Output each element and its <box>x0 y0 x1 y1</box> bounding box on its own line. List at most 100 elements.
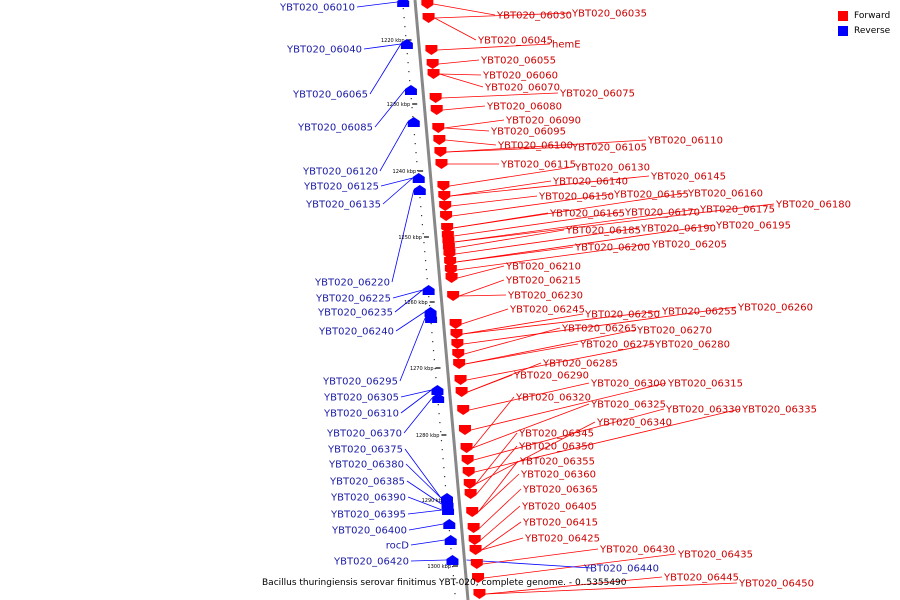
forward-gene-label[interactable]: YBT020_06405 <box>521 502 597 513</box>
reverse-gene-arrow[interactable] <box>441 499 454 509</box>
reverse-gene-label[interactable]: YBT020_06085 <box>297 123 373 134</box>
forward-gene-label[interactable]: YBT020_06255 <box>661 307 737 318</box>
forward-gene-label[interactable]: YBT020_06315 <box>667 379 743 390</box>
reverse-gene-label[interactable]: YBT020_06375 <box>327 445 403 456</box>
reverse-gene-arrow[interactable] <box>407 117 420 127</box>
forward-gene-arrow[interactable] <box>445 273 458 283</box>
reverse-gene-label[interactable]: YBT020_06235 <box>317 308 393 319</box>
forward-gene-label[interactable]: YBT020_06140 <box>552 177 628 188</box>
forward-gene-label[interactable]: YBT020_06340 <box>596 418 672 429</box>
reverse-gene-label[interactable]: YBT020_06125 <box>303 182 379 193</box>
reverse-gene-arrow[interactable] <box>442 505 455 515</box>
forward-gene-arrow[interactable] <box>443 249 456 259</box>
reverse-gene-arrow[interactable] <box>446 555 459 565</box>
reverse-gene-label[interactable]: YBT020_06295 <box>322 377 398 388</box>
forward-gene-label[interactable]: YBT020_06180 <box>775 200 851 211</box>
reverse-gene-label[interactable]: YBT020_06380 <box>328 460 404 471</box>
forward-gene-label[interactable]: YBT020_06100 <box>497 141 573 152</box>
forward-gene-label[interactable]: YBT020_06425 <box>524 534 600 545</box>
forward-gene-label[interactable]: YBT020_06230 <box>507 291 583 302</box>
forward-gene-label[interactable]: YBT020_06110 <box>647 136 723 147</box>
forward-gene-label[interactable]: YBT020_06175 <box>699 205 775 216</box>
forward-gene-label[interactable]: YBT020_06270 <box>636 326 712 337</box>
forward-gene-arrow[interactable] <box>469 545 482 555</box>
reverse-gene-label[interactable]: YBT020_06440 <box>583 564 659 575</box>
reverse-gene-label[interactable]: YBT020_06220 <box>314 278 390 289</box>
forward-gene-label[interactable]: YBT020_06200 <box>574 243 650 254</box>
reverse-gene-arrow[interactable] <box>431 385 444 395</box>
reverse-gene-arrow[interactable] <box>397 0 410 7</box>
forward-gene-arrow[interactable] <box>439 201 452 211</box>
forward-gene-label[interactable]: YBT020_06285 <box>542 359 618 370</box>
reverse-gene-arrow[interactable] <box>422 285 435 295</box>
forward-gene-arrow[interactable] <box>452 349 465 359</box>
forward-gene-label[interactable]: YBT020_06035 <box>571 9 647 20</box>
forward-gene-arrow[interactable] <box>434 147 447 157</box>
reverse-gene-label[interactable]: YBT020_06225 <box>315 294 391 305</box>
forward-gene-label[interactable]: YBT020_06330 <box>665 405 741 416</box>
forward-gene-arrow[interactable] <box>473 589 486 599</box>
forward-gene-label[interactable]: YBT020_06205 <box>651 240 727 251</box>
reverse-gene-label[interactable]: YBT020_06400 <box>331 526 407 537</box>
forward-gene-arrow[interactable] <box>444 265 457 275</box>
forward-gene-arrow[interactable] <box>460 443 473 453</box>
forward-gene-label[interactable]: YBT020_06160 <box>687 189 763 200</box>
forward-gene-arrow[interactable] <box>427 69 440 79</box>
forward-gene-arrow[interactable] <box>433 135 446 145</box>
forward-gene-arrow[interactable] <box>463 479 476 489</box>
forward-gene-arrow[interactable] <box>451 339 464 349</box>
forward-gene-arrow[interactable] <box>467 523 480 533</box>
forward-gene-arrow[interactable] <box>472 573 485 583</box>
reverse-gene-label[interactable]: YBT020_06390 <box>330 493 406 504</box>
forward-gene-arrow[interactable] <box>447 291 460 301</box>
reverse-gene-label[interactable]: YBT020_06310 <box>323 409 399 420</box>
forward-gene-label[interactable]: YBT020_06030 <box>496 11 572 22</box>
reverse-gene-arrow[interactable] <box>424 307 437 317</box>
forward-gene-arrow[interactable] <box>455 387 468 397</box>
reverse-gene-arrow[interactable] <box>412 173 425 183</box>
forward-gene-label[interactable]: YBT020_06435 <box>677 550 753 561</box>
forward-gene-label[interactable]: YBT020_06075 <box>559 89 635 100</box>
reverse-gene-label[interactable]: YBT020_06240 <box>318 327 394 338</box>
reverse-gene-arrow[interactable] <box>440 493 453 503</box>
forward-gene-label[interactable]: YBT020_06055 <box>480 56 556 67</box>
reverse-gene-arrow[interactable] <box>404 85 417 95</box>
forward-gene-label[interactable]: YBT020_06325 <box>590 400 666 411</box>
reverse-gene-label[interactable]: YBT020_06040 <box>286 45 362 56</box>
reverse-gene-label[interactable]: YBT020_06135 <box>305 200 381 211</box>
forward-gene-label[interactable]: YBT020_06415 <box>522 518 598 529</box>
forward-gene-label[interactable]: YBT020_06090 <box>505 116 581 127</box>
forward-gene-arrow[interactable] <box>435 159 448 169</box>
forward-gene-label[interactable]: YBT020_06245 <box>509 305 585 316</box>
forward-gene-arrow[interactable] <box>425 45 438 55</box>
forward-gene-arrow[interactable] <box>461 455 474 465</box>
forward-gene-arrow[interactable] <box>426 59 439 69</box>
forward-gene-label[interactable]: YBT020_06250 <box>584 310 660 321</box>
forward-gene-label[interactable]: YBT020_06095 <box>490 127 566 138</box>
forward-gene-arrow[interactable] <box>450 329 463 339</box>
forward-gene-label[interactable]: hemE <box>552 40 581 51</box>
forward-gene-label[interactable]: YBT020_06190 <box>640 224 716 235</box>
forward-gene-label[interactable]: YBT020_06450 <box>738 579 814 590</box>
reverse-gene-label[interactable]: rocD <box>386 541 410 552</box>
forward-gene-label[interactable]: YBT020_06155 <box>613 190 689 201</box>
forward-gene-label[interactable]: YBT020_06165 <box>549 209 625 220</box>
forward-gene-arrow[interactable] <box>466 507 479 517</box>
forward-gene-label[interactable]: YBT020_06300 <box>590 379 666 390</box>
forward-gene-label[interactable]: YBT020_06280 <box>654 340 730 351</box>
forward-gene-label[interactable]: YBT020_06320 <box>515 393 591 404</box>
forward-gene-label[interactable]: YBT020_06360 <box>520 470 596 481</box>
forward-gene-arrow[interactable] <box>470 559 483 569</box>
forward-gene-arrow[interactable] <box>444 257 457 267</box>
forward-gene-label[interactable]: YBT020_06070 <box>484 83 560 94</box>
forward-gene-label[interactable]: YBT020_06170 <box>624 208 700 219</box>
forward-gene-label[interactable]: YBT020_06345 <box>518 429 594 440</box>
forward-gene-arrow[interactable] <box>430 105 443 115</box>
reverse-gene-arrow[interactable] <box>400 39 413 49</box>
reverse-gene-arrow[interactable] <box>413 185 426 195</box>
reverse-gene-label[interactable]: YBT020_06120 <box>302 167 378 178</box>
legend-forward[interactable]: Forward <box>838 8 898 23</box>
forward-gene-label[interactable]: YBT020_06080 <box>486 102 562 113</box>
reverse-gene-label[interactable]: YBT020_06370 <box>326 429 402 440</box>
forward-gene-arrow[interactable] <box>422 13 435 23</box>
